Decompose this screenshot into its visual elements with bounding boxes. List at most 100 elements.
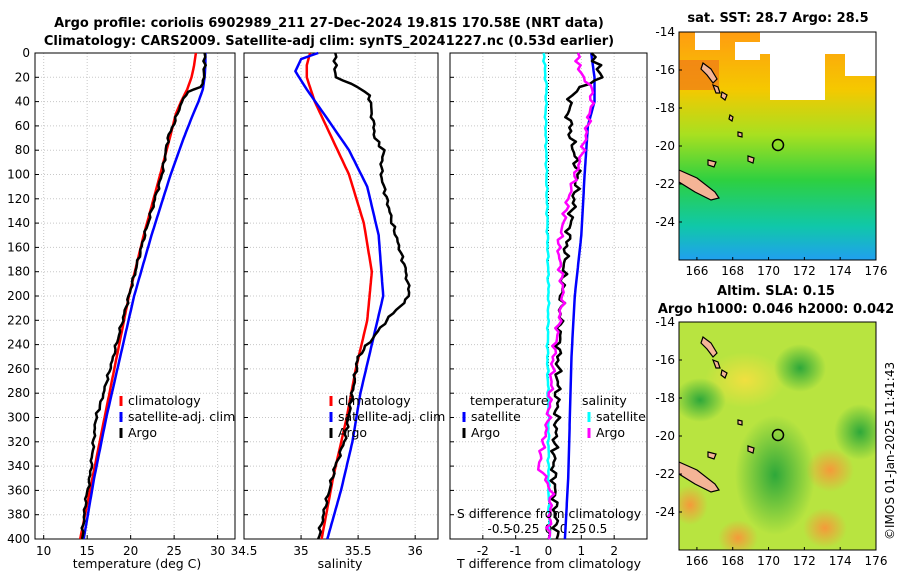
lat-tick-label: -22 <box>655 467 675 481</box>
x-tick-label: 35.5 <box>345 544 372 558</box>
lon-tick-label: 176 <box>865 554 888 568</box>
y-tick-label: 240 <box>7 338 30 352</box>
sst-gap <box>695 32 720 50</box>
argo-line <box>80 52 207 540</box>
x-tick-label: 2 <box>610 544 618 558</box>
y-tick-label: 120 <box>7 192 30 206</box>
t-difference-axis-label: T difference from climatology <box>456 556 642 571</box>
vanuatu-island <box>737 131 743 138</box>
lat-tick-label: -22 <box>655 177 675 191</box>
x-tick-label: -2 <box>477 544 489 558</box>
y-tick-label: 140 <box>7 216 30 230</box>
argo-line <box>317 52 411 540</box>
legend-argo-label: Argo <box>128 425 157 440</box>
legend-s-argo-label: Argo <box>596 425 625 440</box>
y-tick-label: 40 <box>15 95 30 109</box>
x-tick-label: 36 <box>408 544 423 558</box>
legend-climatology-label: climatology <box>128 393 201 408</box>
y-tick-label: 60 <box>15 119 30 133</box>
y-tick-label: 340 <box>7 459 30 473</box>
x-tick-label: 34.5 <box>231 544 258 558</box>
y-tick-label: 180 <box>7 265 30 279</box>
sst-map-title: sat. SST: 28.7 Argo: 28.5 <box>687 11 868 26</box>
y-tick-label: 100 <box>7 168 30 182</box>
lon-tick-label: 172 <box>793 554 816 568</box>
s-tick-label: 0.25 <box>560 522 587 536</box>
x-tick-label: 10 <box>36 544 51 558</box>
vanuatu-island <box>720 369 728 379</box>
sla-anomaly <box>735 415 815 535</box>
lon-tick-label: 168 <box>721 264 744 278</box>
lat-tick-label: -16 <box>655 63 675 77</box>
difference-panel: -2 -1 0 1 2-0.5-0.25 0 0.25 0.5 <box>449 52 648 558</box>
legend-t-argo-label: Argo <box>471 425 500 440</box>
s-difference-axis-label: S difference from climatology <box>457 506 642 521</box>
y-tick-label: 400 <box>7 532 30 546</box>
new-caledonia <box>679 461 720 493</box>
sst-gap <box>760 32 876 54</box>
vanuatu-island <box>728 114 734 122</box>
y-tick-label: 260 <box>7 362 30 376</box>
lat-tick-label: -14 <box>655 315 675 329</box>
s-satellite-line <box>542 52 552 540</box>
s-tick-label: -0.5 <box>488 522 511 536</box>
watermark: ©IMOS 01-Jan-2025 11:41:43 <box>883 362 897 540</box>
y-tick-label: 20 <box>15 70 30 84</box>
x-tick-label: 15 <box>80 544 95 558</box>
legend-argo-label: Argo <box>338 425 367 440</box>
panel-frame <box>243 52 439 540</box>
vanuatu-island <box>737 419 743 426</box>
loyalty-island <box>707 159 717 168</box>
legend-satellite-label: satellite-adj. clim <box>128 409 235 424</box>
loyalty-island <box>707 451 717 460</box>
sla-anomaly <box>679 378 726 422</box>
title-line-2: Climatology: CARS2009. Satellite-adj cli… <box>44 34 614 49</box>
x-tick-label: 35 <box>293 544 308 558</box>
y-tick-label: 280 <box>7 386 30 400</box>
loyalty-island <box>747 155 755 164</box>
lon-tick-label: 170 <box>757 264 780 278</box>
lat-tick-label: -18 <box>655 101 675 115</box>
vanuatu-island <box>720 91 728 101</box>
y-tick-label: 320 <box>7 435 30 449</box>
lon-tick-label: 176 <box>865 264 888 278</box>
argo-position-marker <box>771 428 785 442</box>
vanuatu-island <box>700 62 718 84</box>
sla-anomaly <box>774 344 826 392</box>
x-tick-label: -1 <box>510 544 522 558</box>
lat-tick-label: -20 <box>655 429 675 443</box>
title-line-1: Argo profile: coriolis 6902989_211 27-De… <box>54 16 604 31</box>
sla-anomaly <box>718 520 758 550</box>
loyalty-island <box>747 445 755 454</box>
legend-climatology-label: climatology <box>338 393 411 408</box>
sla-map: Altim. SLA: 0.15 Argo h1000: 0.046 h2000… <box>655 284 894 568</box>
y-tick-label: 300 <box>7 411 30 425</box>
vanuatu-island <box>700 336 718 358</box>
temperature-axis-label: temperature (deg C) <box>73 556 202 571</box>
sla-anomaly <box>679 485 708 525</box>
legend-temperature-heading: temperature <box>470 393 549 408</box>
s-tick-label: 0.5 <box>588 522 607 536</box>
salinity-legend: climatology satellite-adj. clim Argo <box>329 393 445 440</box>
s-argo-line <box>536 52 596 540</box>
sst-gap <box>845 54 876 76</box>
x-tick-label: 1 <box>578 544 586 558</box>
y-tick-label: 220 <box>7 313 30 327</box>
salinity-panel: 34.5 35 35.5 36 <box>231 51 439 558</box>
y-tick-label: 80 <box>15 143 30 157</box>
salinity-axis-label: salinity <box>318 556 363 571</box>
vanuatu-island <box>711 83 721 94</box>
lon-tick-label: 168 <box>721 554 744 568</box>
panel-frame <box>34 52 236 540</box>
satellite-line <box>82 53 207 540</box>
lat-tick-label: -20 <box>655 139 675 153</box>
y-tick-label: 200 <box>7 289 30 303</box>
argo-position-marker <box>771 138 785 152</box>
lon-tick-label: 174 <box>829 554 852 568</box>
temperature-panel: 10 15 20 25 30020406080100120140160180200220… <box>7 46 236 558</box>
lon-tick-label: 172 <box>793 264 816 278</box>
x-tick-label: 30 <box>210 544 225 558</box>
y-tick-label: 360 <box>7 483 30 497</box>
sla-map-title-1: Altim. SLA: 0.15 <box>717 284 835 299</box>
t-argo-line <box>549 52 604 540</box>
